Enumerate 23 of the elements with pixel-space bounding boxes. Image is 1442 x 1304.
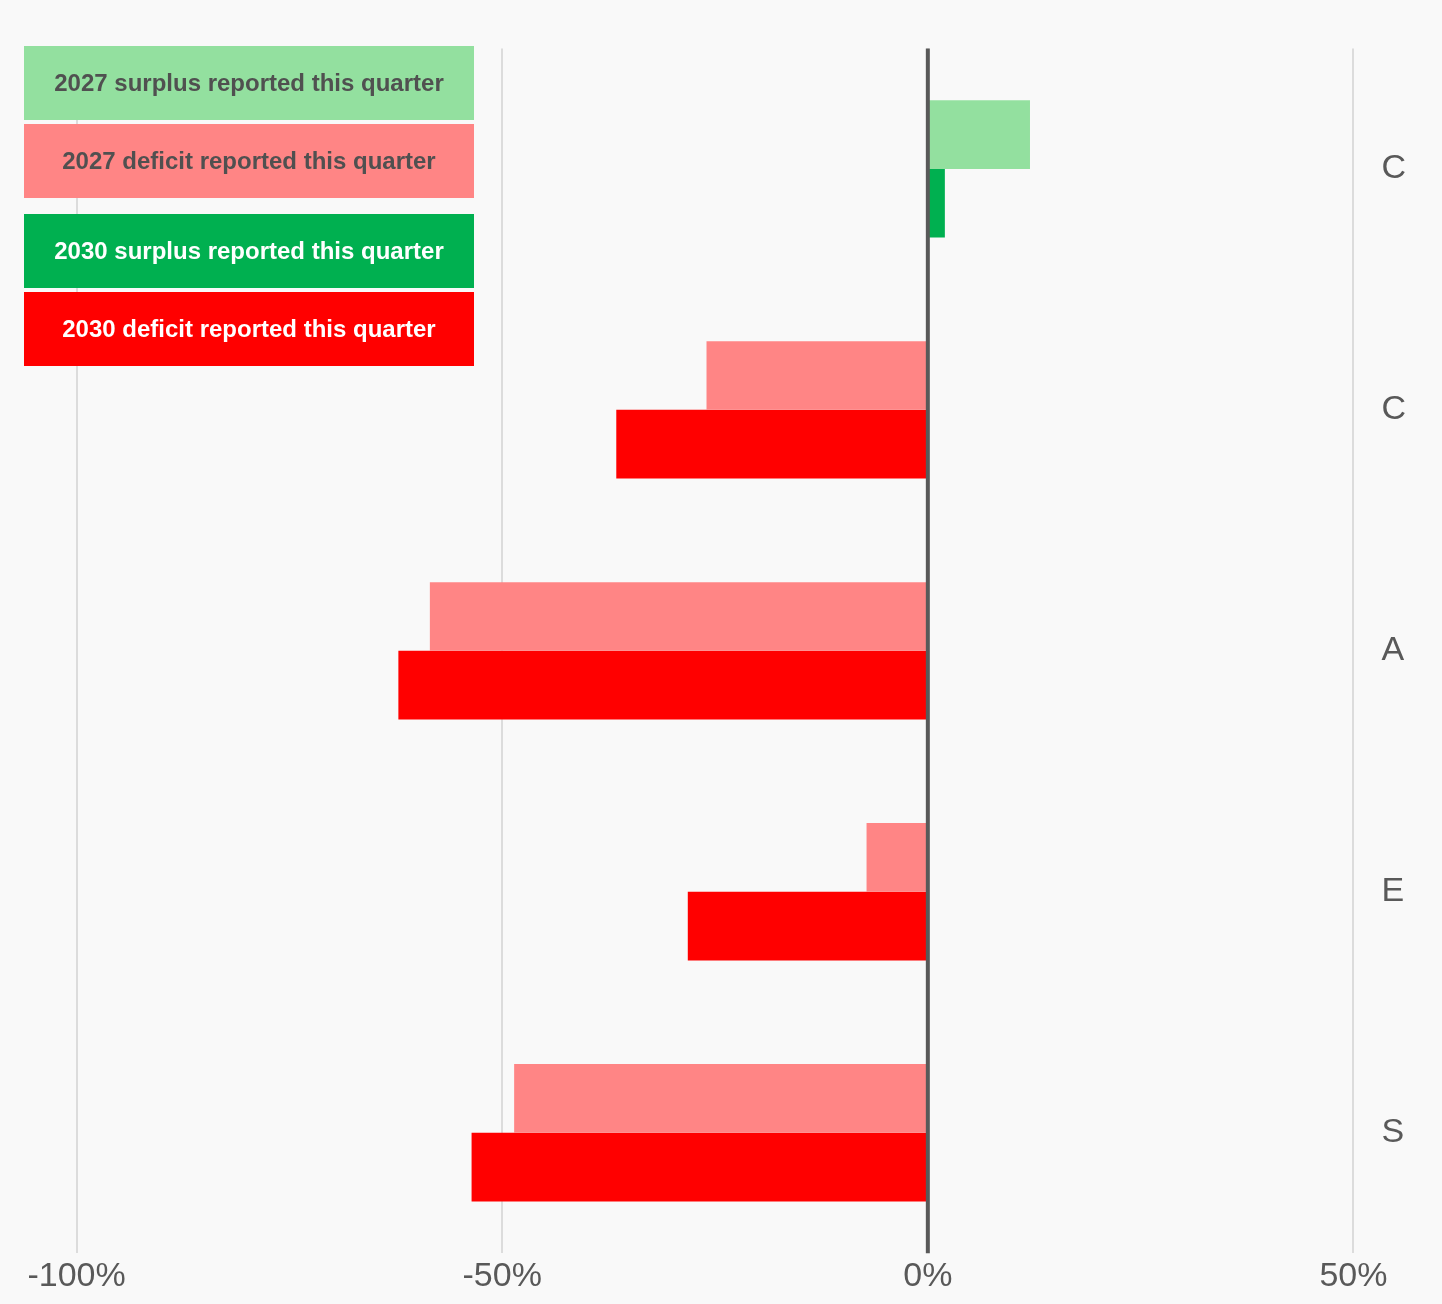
x-tick-label: 0% bbox=[903, 1254, 953, 1293]
text: 2027 deficit reported this quarter bbox=[62, 147, 436, 175]
bar bbox=[706, 341, 927, 410]
bar bbox=[928, 100, 1030, 169]
x-tick-label: -100% bbox=[27, 1254, 126, 1293]
bar bbox=[616, 409, 927, 479]
bar bbox=[687, 891, 927, 961]
bar bbox=[866, 823, 927, 892]
y-tick-label: E bbox=[1381, 870, 1405, 909]
y-tick-label: C bbox=[1381, 147, 1407, 186]
text: 2030 surplus reported this quarter bbox=[54, 237, 444, 265]
x-tick-label: -50% bbox=[462, 1254, 542, 1293]
text: 2030 deficit reported this quarter bbox=[62, 315, 436, 343]
y-tick-label: C bbox=[1381, 388, 1407, 427]
bar bbox=[471, 1132, 927, 1202]
bar bbox=[928, 168, 945, 238]
y-tick-label: A bbox=[1381, 629, 1405, 668]
bar bbox=[429, 582, 927, 651]
bar bbox=[398, 650, 927, 720]
y-tick-label: S bbox=[1381, 1111, 1405, 1150]
text: 2027 surplus reported this quarter bbox=[54, 69, 444, 97]
x-tick-label: 50% bbox=[1319, 1254, 1388, 1293]
bar bbox=[514, 1064, 927, 1133]
